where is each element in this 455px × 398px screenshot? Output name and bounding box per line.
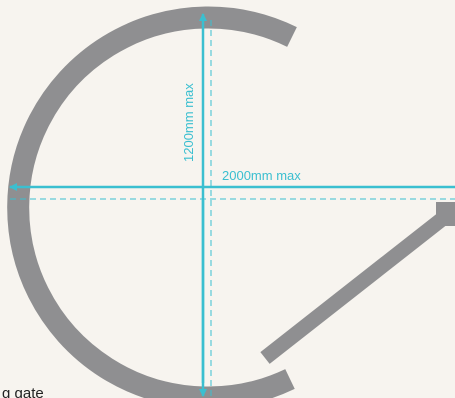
curved-gate-frame xyxy=(7,6,297,398)
caption-text: g gate xyxy=(2,385,44,398)
width-dimension-label: 2000mm max xyxy=(222,168,301,183)
height-dimension-label: 1200mm max xyxy=(181,83,196,162)
gate-arm xyxy=(260,210,451,364)
gate-arm-end-block xyxy=(436,202,455,226)
